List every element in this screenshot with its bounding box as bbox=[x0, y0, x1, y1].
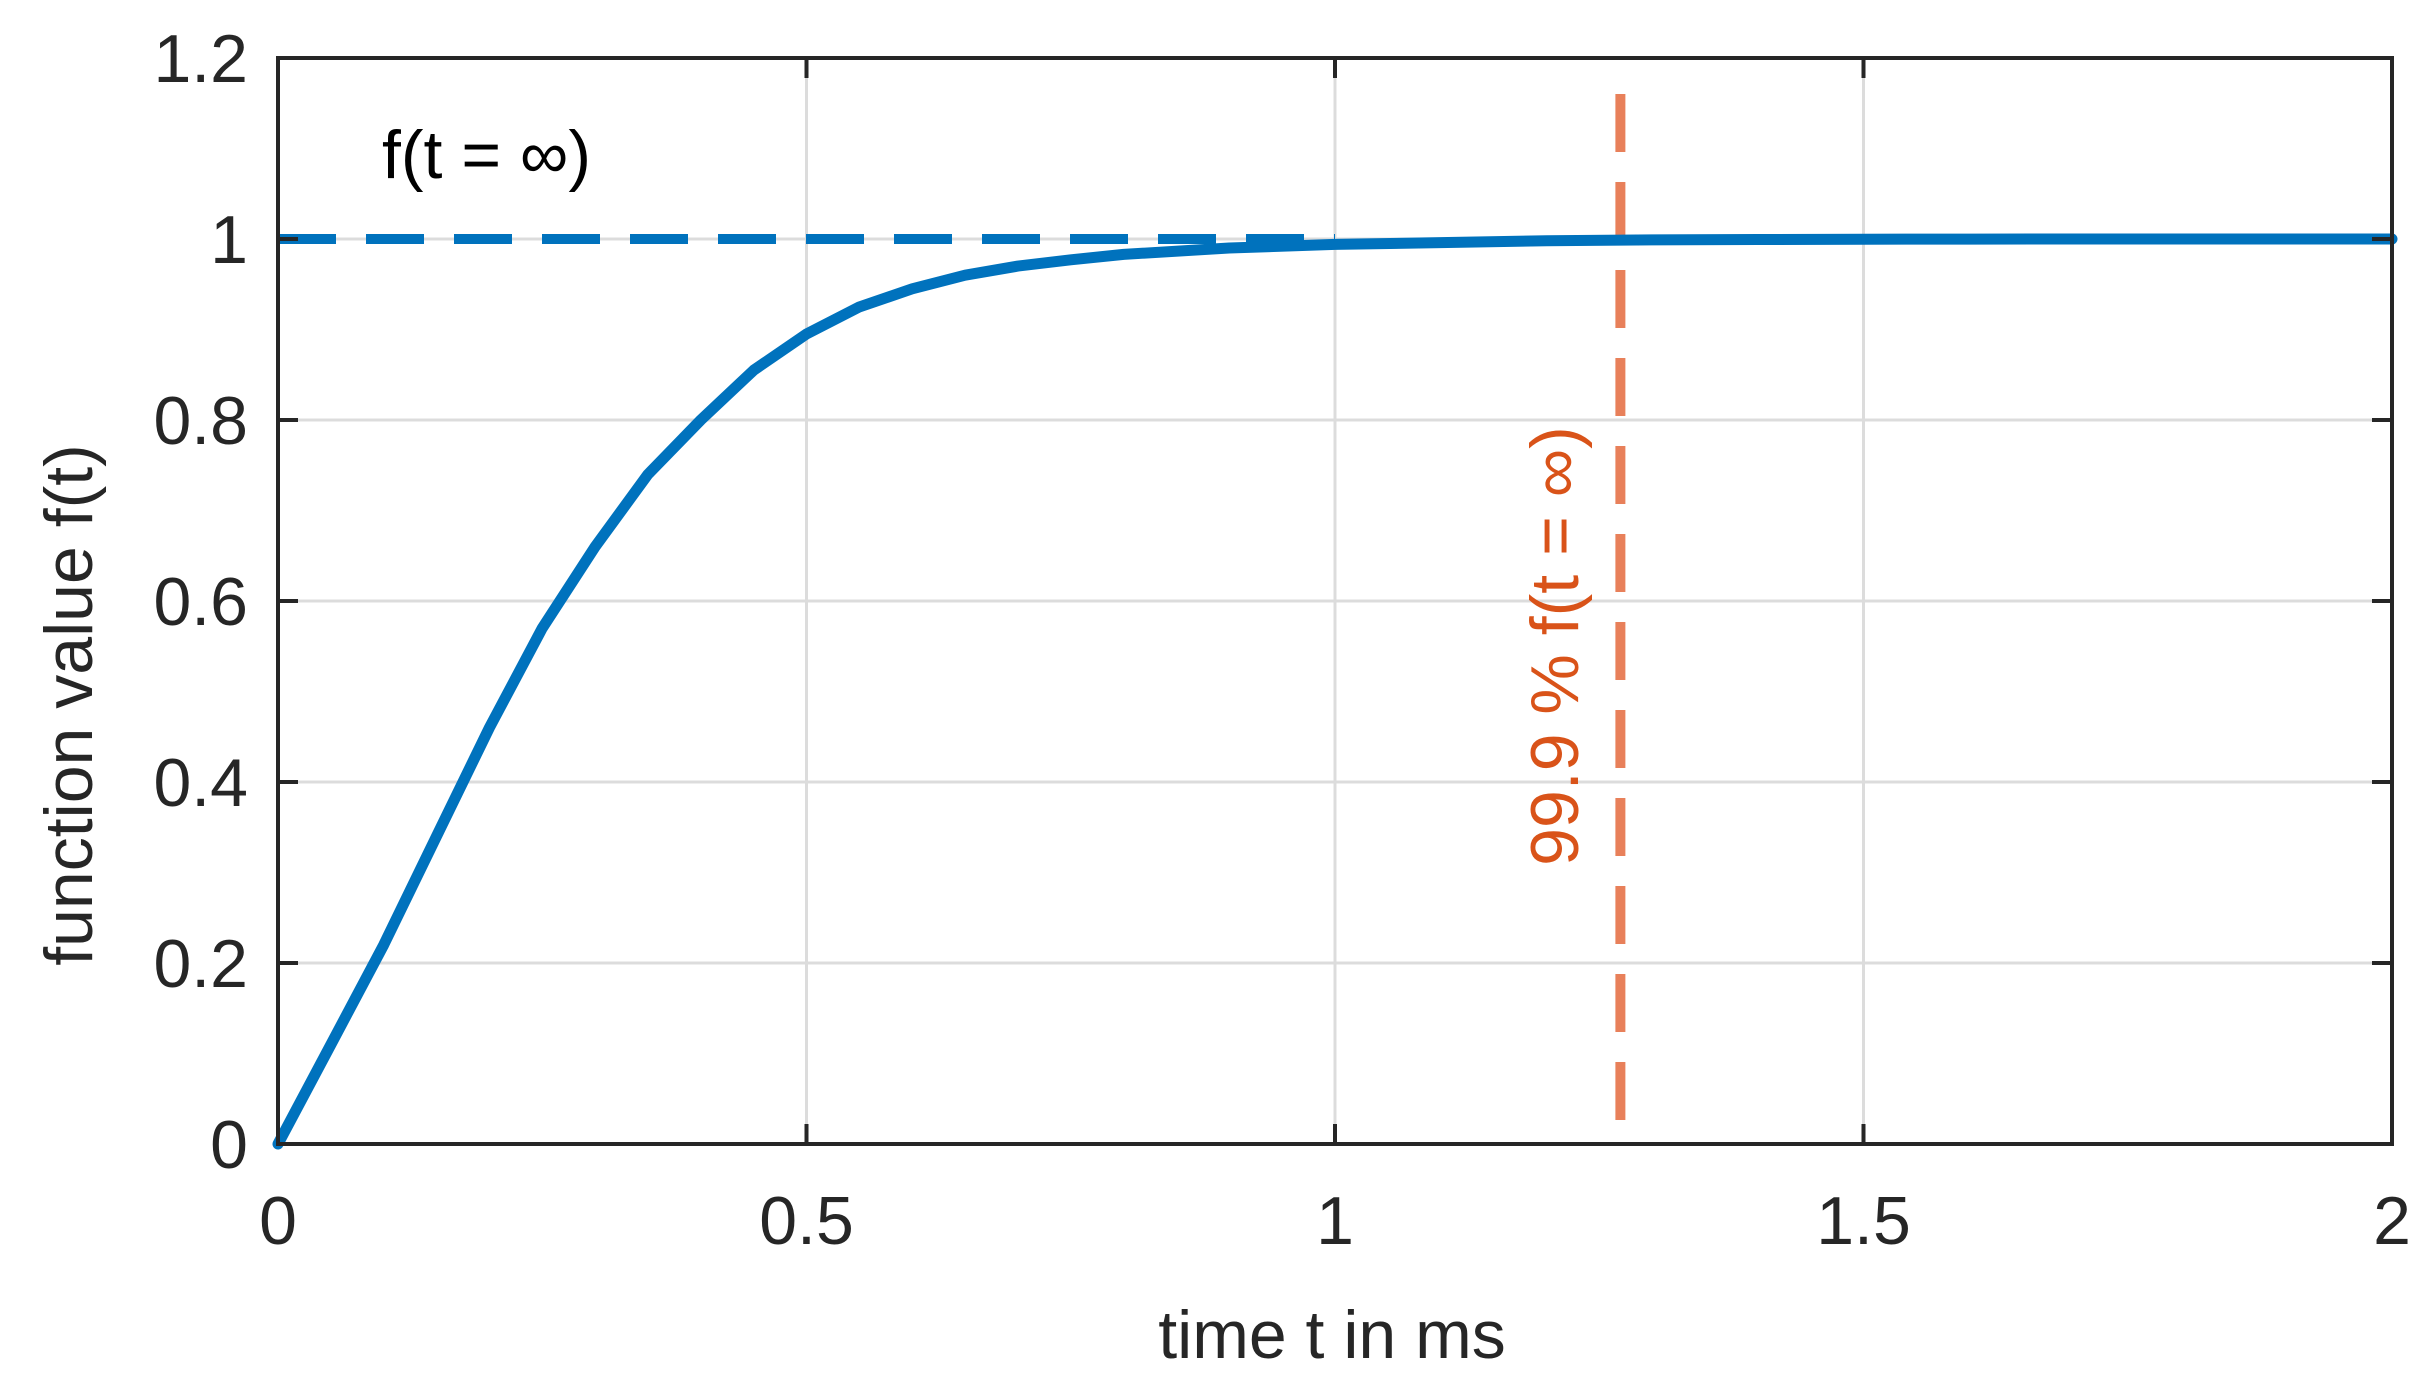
asymptote-annotation: f(t = ∞) bbox=[382, 117, 591, 193]
x-tick-label: 0.5 bbox=[759, 1183, 854, 1259]
data-series bbox=[272, 233, 2398, 1150]
x-axis-label: time t in ms bbox=[1158, 1297, 1506, 1373]
x-tick-label: 1 bbox=[1316, 1183, 1354, 1259]
grid-lines bbox=[278, 58, 2392, 1144]
y-tick-label: 1 bbox=[210, 202, 248, 278]
y-tick-label: 0.8 bbox=[153, 383, 248, 459]
y-tick-labels: 0 0.2 0.4 0.6 0.8 1 1.2 bbox=[153, 21, 248, 1183]
y-tick-label: 0.2 bbox=[153, 926, 248, 1002]
x-tick-label: 1.5 bbox=[1816, 1183, 1911, 1259]
y-tick-label: 0 bbox=[210, 1107, 248, 1183]
settling-time-annotation: 99.9 % f(t = ∞) bbox=[1517, 426, 1593, 866]
y-axis-label: function value f(t) bbox=[31, 444, 107, 966]
x-tick-label: 2 bbox=[2373, 1183, 2411, 1259]
x-tick-label: 0 bbox=[259, 1183, 297, 1259]
axis-ticks bbox=[276, 56, 2394, 1146]
x-tick-labels: 0 0.5 1 1.5 2 bbox=[259, 1183, 2411, 1259]
response-curve bbox=[272, 233, 2398, 1150]
y-tick-label: 0.6 bbox=[153, 564, 248, 640]
y-tick-label: 1.2 bbox=[153, 21, 248, 97]
y-tick-label: 0.4 bbox=[153, 745, 248, 821]
reference-lines bbox=[278, 94, 1626, 1144]
